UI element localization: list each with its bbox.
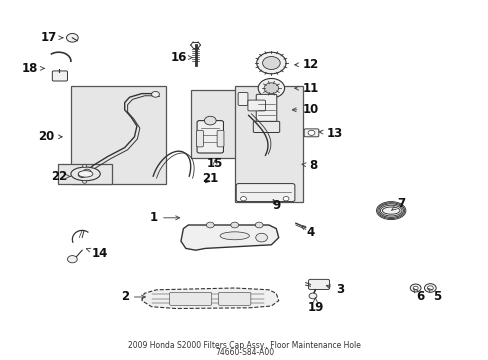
Circle shape bbox=[308, 293, 316, 299]
Text: 74660-S84-A00: 74660-S84-A00 bbox=[215, 348, 273, 357]
Circle shape bbox=[82, 180, 86, 183]
Text: 7: 7 bbox=[391, 197, 404, 210]
FancyBboxPatch shape bbox=[304, 129, 318, 137]
Text: 14: 14 bbox=[86, 247, 108, 260]
Circle shape bbox=[264, 83, 278, 94]
FancyBboxPatch shape bbox=[247, 100, 265, 111]
Circle shape bbox=[427, 286, 432, 290]
Text: 22: 22 bbox=[51, 170, 70, 183]
FancyBboxPatch shape bbox=[253, 121, 279, 132]
Text: 8: 8 bbox=[302, 159, 316, 172]
FancyBboxPatch shape bbox=[256, 94, 276, 131]
FancyBboxPatch shape bbox=[238, 93, 247, 105]
Text: 21: 21 bbox=[202, 172, 218, 185]
Circle shape bbox=[66, 33, 78, 42]
Text: 12: 12 bbox=[294, 58, 318, 71]
Text: 10: 10 bbox=[292, 103, 318, 116]
FancyBboxPatch shape bbox=[197, 121, 223, 153]
Circle shape bbox=[262, 57, 280, 69]
Text: 16: 16 bbox=[170, 51, 192, 64]
Circle shape bbox=[78, 172, 86, 177]
Circle shape bbox=[206, 222, 214, 228]
Ellipse shape bbox=[220, 232, 249, 240]
Ellipse shape bbox=[78, 171, 93, 177]
Text: 4: 4 bbox=[301, 225, 314, 239]
Polygon shape bbox=[181, 225, 278, 250]
FancyBboxPatch shape bbox=[58, 164, 112, 184]
FancyBboxPatch shape bbox=[169, 292, 211, 305]
Text: 17: 17 bbox=[41, 31, 62, 44]
Text: 20: 20 bbox=[38, 130, 62, 143]
Text: 3: 3 bbox=[325, 283, 343, 296]
FancyBboxPatch shape bbox=[71, 86, 166, 184]
Text: 15: 15 bbox=[206, 157, 223, 170]
Circle shape bbox=[151, 91, 159, 97]
Circle shape bbox=[240, 197, 246, 201]
Text: 6: 6 bbox=[413, 288, 424, 303]
Text: 18: 18 bbox=[22, 62, 44, 75]
Polygon shape bbox=[142, 288, 278, 309]
FancyBboxPatch shape bbox=[190, 90, 239, 158]
Text: 2: 2 bbox=[121, 291, 145, 303]
FancyBboxPatch shape bbox=[218, 292, 250, 305]
Circle shape bbox=[424, 284, 435, 292]
Text: 1: 1 bbox=[150, 211, 179, 224]
Text: 5: 5 bbox=[427, 289, 441, 303]
Ellipse shape bbox=[376, 202, 405, 220]
Text: 13: 13 bbox=[319, 127, 343, 140]
Circle shape bbox=[255, 222, 263, 228]
Circle shape bbox=[307, 130, 314, 135]
Circle shape bbox=[82, 165, 86, 167]
Ellipse shape bbox=[71, 167, 100, 181]
FancyBboxPatch shape bbox=[308, 279, 329, 289]
Circle shape bbox=[67, 256, 77, 263]
FancyBboxPatch shape bbox=[236, 184, 294, 202]
FancyBboxPatch shape bbox=[196, 130, 203, 147]
Circle shape bbox=[230, 222, 238, 228]
FancyBboxPatch shape bbox=[234, 86, 303, 202]
Circle shape bbox=[83, 169, 91, 175]
FancyBboxPatch shape bbox=[52, 71, 67, 81]
Circle shape bbox=[412, 286, 417, 290]
Circle shape bbox=[204, 116, 216, 125]
Circle shape bbox=[409, 284, 420, 292]
Text: 11: 11 bbox=[294, 82, 318, 95]
Text: 9: 9 bbox=[272, 199, 280, 212]
Circle shape bbox=[255, 233, 267, 242]
Circle shape bbox=[256, 52, 285, 74]
Circle shape bbox=[258, 78, 284, 98]
Text: 19: 19 bbox=[306, 298, 323, 314]
Text: 2009 Honda S2000 Filters Cap Assy., Floor Maintenance Hole: 2009 Honda S2000 Filters Cap Assy., Floo… bbox=[128, 341, 360, 350]
Circle shape bbox=[283, 197, 288, 201]
FancyBboxPatch shape bbox=[217, 130, 224, 147]
